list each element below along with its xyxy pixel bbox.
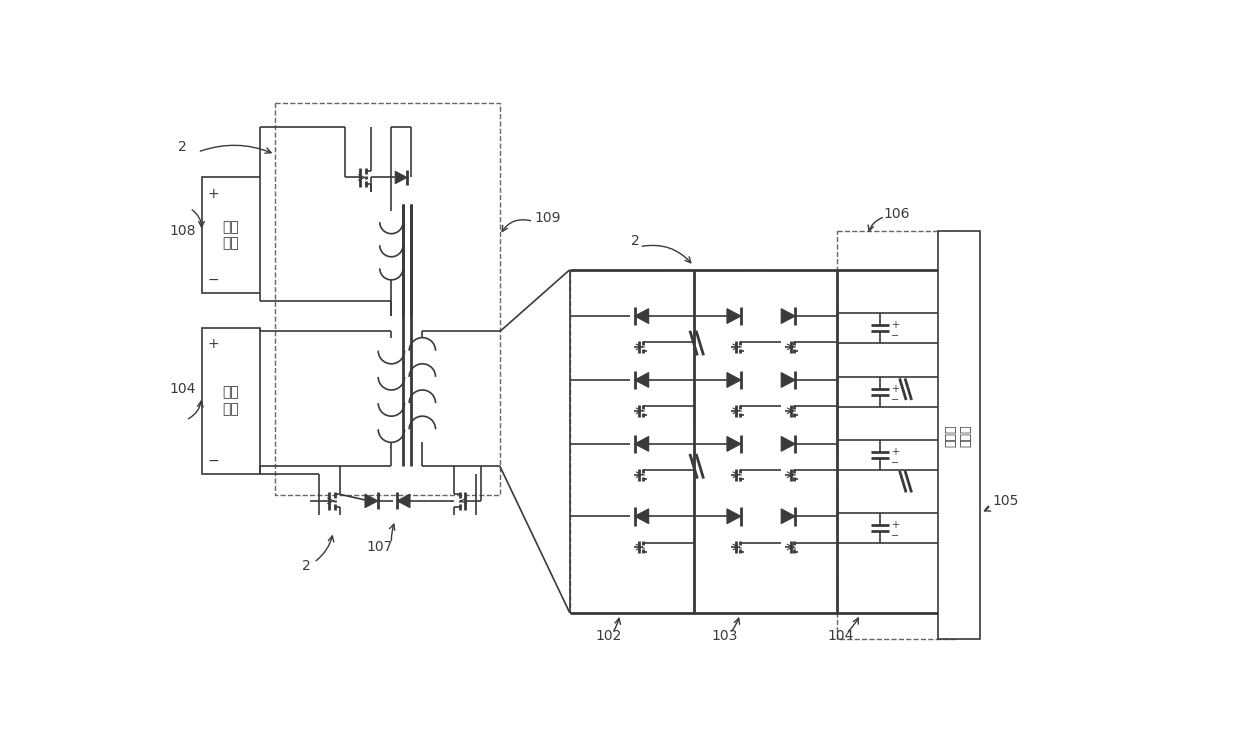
Bar	[693, 270, 837, 613]
Polygon shape	[727, 509, 742, 524]
Text: 103: 103	[712, 628, 738, 642]
Bar	[937, 231, 981, 639]
Polygon shape	[397, 494, 410, 508]
Text: +: +	[890, 319, 899, 330]
Polygon shape	[635, 373, 649, 388]
Polygon shape	[781, 373, 795, 388]
Text: +: +	[890, 448, 899, 457]
Text: 外部
电源: 外部 电源	[222, 220, 239, 250]
Polygon shape	[727, 436, 742, 451]
Polygon shape	[635, 436, 649, 451]
Text: 109: 109	[534, 211, 562, 225]
Text: −: −	[207, 273, 219, 287]
Polygon shape	[781, 509, 795, 524]
Text: 电池
模块: 电池 模块	[222, 385, 239, 416]
Polygon shape	[781, 309, 795, 324]
Text: +: +	[207, 187, 219, 201]
Text: 104: 104	[827, 628, 854, 642]
Text: 2: 2	[631, 234, 640, 248]
Text: 电压采
集模块: 电压采 集模块	[945, 424, 972, 447]
Bar	[569, 270, 693, 613]
Text: 102: 102	[595, 628, 621, 642]
Polygon shape	[727, 309, 742, 324]
Text: −: −	[890, 330, 899, 341]
Text: +: +	[207, 337, 219, 350]
Text: 108: 108	[169, 225, 196, 239]
Text: −: −	[890, 459, 899, 468]
Text: 2: 2	[179, 139, 187, 153]
Text: 107: 107	[367, 540, 393, 554]
Bar	[201, 178, 259, 293]
Bar	[275, 103, 500, 496]
Text: 2: 2	[301, 559, 310, 574]
Text: 104: 104	[169, 382, 196, 396]
Polygon shape	[635, 309, 649, 324]
Bar	[837, 231, 957, 639]
Text: −: −	[890, 531, 899, 541]
Text: +: +	[890, 520, 899, 530]
Bar	[201, 328, 259, 474]
Text: +: +	[890, 384, 899, 393]
Text: 106: 106	[883, 207, 910, 221]
Text: 105: 105	[992, 494, 1018, 508]
Text: −: −	[890, 394, 899, 405]
Polygon shape	[727, 373, 742, 388]
Polygon shape	[781, 436, 795, 451]
Text: −: −	[207, 453, 219, 468]
Polygon shape	[635, 509, 649, 524]
Polygon shape	[396, 171, 407, 184]
Polygon shape	[365, 494, 378, 508]
